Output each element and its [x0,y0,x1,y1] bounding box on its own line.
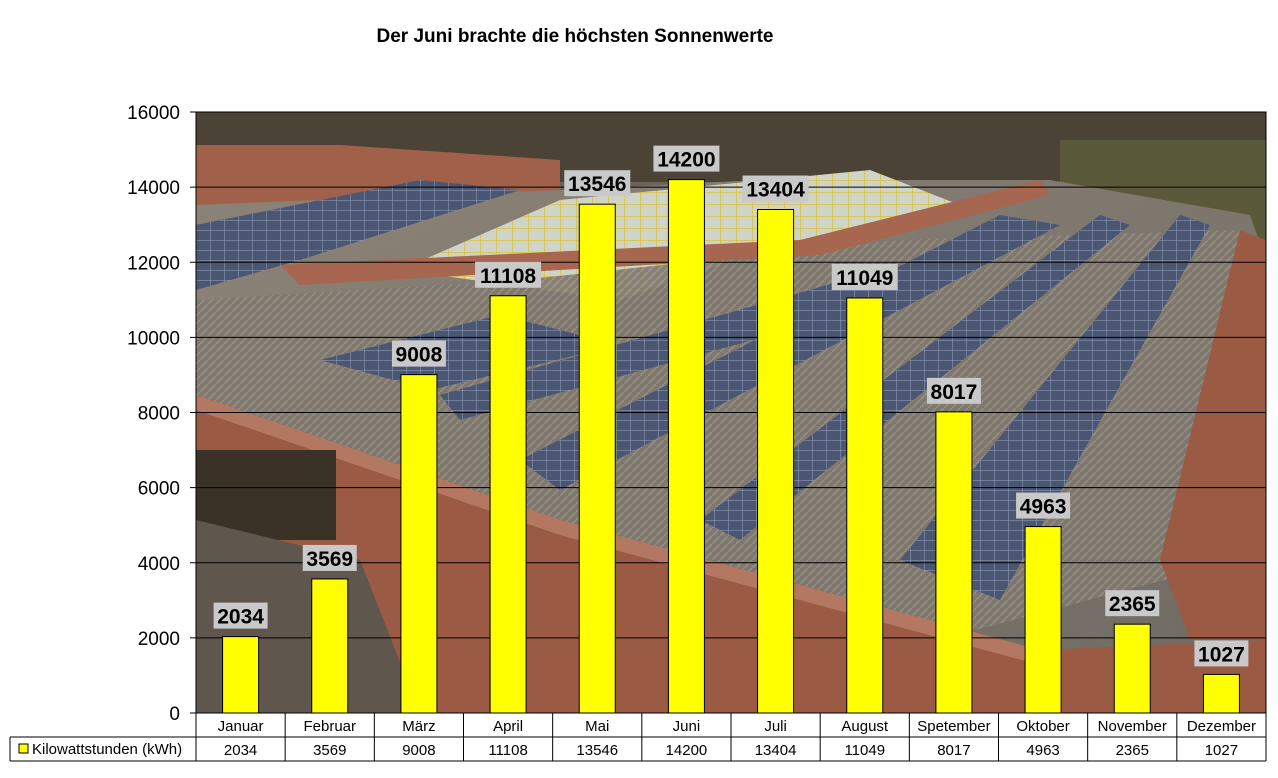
data-label: 11108 [480,265,536,288]
data-label: 3569 [306,548,353,571]
table-value: 2034 [224,742,257,759]
data-label-bg [213,602,268,629]
data-label-bg [564,170,631,197]
y-tick-label: 10000 [127,328,180,349]
y-tick-label: 6000 [138,479,180,500]
table-value: 11108 [488,742,528,759]
bar-oktober [1024,526,1062,714]
bar-august [846,297,884,714]
data-label: 4963 [1020,496,1067,519]
x-tick-label: Dezember [1187,718,1256,735]
data-label: 11049 [836,267,893,290]
table-value: 13404 [755,742,797,759]
data-label-bg [475,261,542,288]
data-label: 9008 [396,344,443,367]
x-tick-label: Februar [303,718,356,735]
x-tick-label: Juli [764,718,787,735]
table-value: 14200 [666,742,708,759]
y-tick-label: 8000 [138,404,180,425]
bar-januar [222,636,260,714]
bar-märz [400,374,438,714]
table-value: 13546 [576,742,618,759]
data-label-bg [926,377,981,404]
data-label-bg [742,175,809,202]
bar-spetember [935,411,973,714]
data-label: 1027 [1198,643,1245,666]
gridlines [196,186,1266,639]
y-axis: 0 2000 4000 6000 8000 10000 12000 14000 16000 [127,103,196,725]
chart-title: Der Juni brachte die höchsten Sonnenwert… [377,26,774,47]
bar-dezember [1202,673,1240,714]
bar-mai [578,203,616,714]
y-tick-label: 0 [169,704,180,725]
table-value: 8017 [937,742,970,759]
data-label-bg [302,544,357,571]
table-value: 3569 [313,742,346,759]
data-label: 13404 [746,179,805,202]
data-table: Kilowattstunden (kWh) Januar 2034 Februar 35… [9,712,1267,762]
table-value: 2365 [1116,742,1149,759]
y-tick-label: 16000 [127,103,180,124]
x-tick-label: Januar [218,718,264,735]
bar-februar [311,578,349,714]
x-tick-label: Mai [585,718,609,735]
data-label: 2034 [217,606,264,629]
x-tick-label: Oktober [1016,718,1069,735]
data-label: 14200 [657,149,715,172]
x-tick-label: August [841,718,889,735]
y-tick-label: 12000 [127,253,180,274]
data-label: 13546 [568,173,626,196]
data-label-bg [391,340,446,367]
bar-juni [667,179,705,714]
data-label-bg [1016,492,1071,519]
table-value: 4963 [1026,742,1059,759]
bar-juli [757,209,795,714]
bar-april [489,295,527,714]
data-label: 8017 [931,381,978,404]
data-label-bg [653,145,720,172]
table-value: 11049 [844,742,885,759]
table-value: 9008 [402,742,435,759]
x-tick-label: Spetember [917,718,990,735]
x-tick-label: Juni [673,718,701,735]
x-tick-label: März [402,718,435,735]
data-label-bg [1194,640,1249,667]
data-label-bg [831,263,898,290]
y-tick-label: 14000 [127,178,180,199]
x-tick-label: April [493,718,523,735]
y-tick-label: 2000 [138,629,180,650]
data-label: 2365 [1109,593,1156,616]
table-value: 1027 [1205,742,1238,759]
bar-november [1113,623,1151,714]
x-tick-label: November [1098,718,1167,735]
bars: 2034 3569 9008 11108 13546 14200 13404 11049 801… [213,145,1249,714]
y-tick-label: 4000 [138,554,180,575]
legend-swatch [18,743,29,754]
data-label-bg [1105,590,1160,617]
legend-label: Kilowattstunden (kWh) [32,741,182,758]
